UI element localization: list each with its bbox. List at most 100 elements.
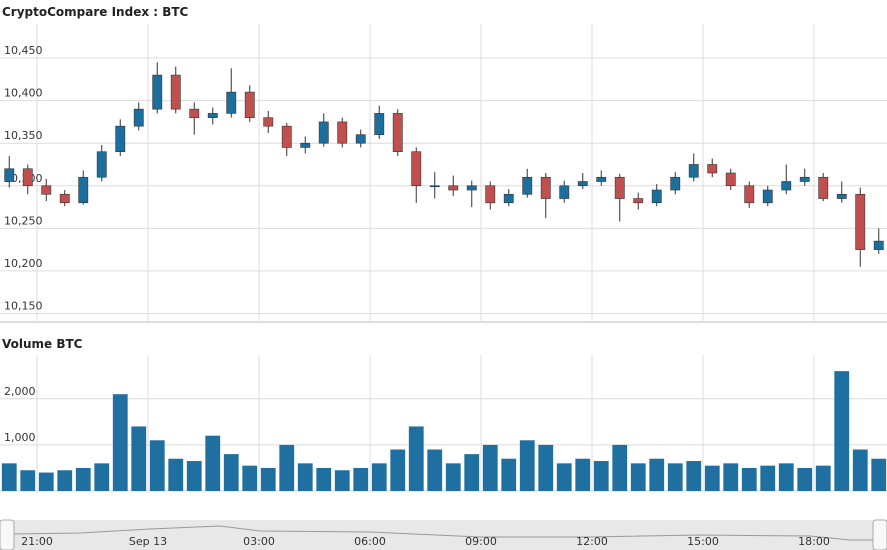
y-tick-label: 10,200 <box>4 257 43 270</box>
candle-body <box>485 185 496 204</box>
candle-body <box>22 168 33 187</box>
volume-bar <box>519 440 535 491</box>
grid <box>0 24 887 492</box>
candle-body <box>818 176 829 199</box>
volume-bar <box>242 465 258 491</box>
candle-body <box>133 108 144 127</box>
candle-body <box>207 113 218 118</box>
volume-bar <box>186 461 202 491</box>
x-tick-label: 03:00 <box>243 535 275 548</box>
volume-bar <box>149 440 165 491</box>
volume-bar <box>649 458 665 491</box>
volume-tick-label: 2,000 <box>4 385 36 398</box>
candle-body <box>688 164 699 178</box>
navigator-handle[interactable] <box>0 519 15 550</box>
volume-bar <box>168 458 184 491</box>
candle-body <box>855 193 866 250</box>
candle-body <box>318 121 329 144</box>
volume-bar <box>445 463 461 491</box>
volume-bar <box>741 467 757 491</box>
volume-bar <box>556 463 572 491</box>
y-tick-label: 10,150 <box>4 299 43 312</box>
volume-bar <box>852 449 868 491</box>
volume-bar <box>667 463 683 491</box>
x-tick-label: 12:00 <box>576 535 608 548</box>
candle-body <box>540 176 551 199</box>
x-tick-label: 06:00 <box>354 535 386 548</box>
volume-bar <box>686 461 702 491</box>
volume-bar <box>20 470 36 491</box>
y-tick-label: 10,400 <box>4 87 43 100</box>
candle-body <box>725 172 736 187</box>
volume-bar <box>334 470 350 491</box>
volume-bar <box>371 463 387 491</box>
candle-body <box>596 176 607 182</box>
volume-bar <box>131 426 147 491</box>
volume-bar <box>704 465 720 491</box>
candle-body <box>4 168 15 182</box>
candle-body <box>651 189 662 204</box>
navigator-line <box>11 525 885 541</box>
y-tick-label: 10,450 <box>4 44 43 57</box>
volume-bar <box>390 449 406 491</box>
volume-bar <box>538 444 554 491</box>
navigator-handle[interactable] <box>872 519 887 550</box>
candle-body <box>189 108 200 118</box>
volume-bar <box>760 465 776 491</box>
volume-bar <box>778 463 794 491</box>
candle-body <box>781 181 792 191</box>
volume-bar <box>223 454 239 491</box>
volume-bar <box>427 449 443 491</box>
x-tick-label: 18:00 <box>798 535 830 548</box>
volume-bar <box>575 458 591 491</box>
candle-body <box>115 125 126 153</box>
volume-bar <box>834 371 850 491</box>
candle-body <box>263 117 274 127</box>
volume-bar <box>205 435 221 491</box>
candle-body <box>300 142 311 148</box>
chart-title: CryptoCompare Index : BTC <box>2 5 189 19</box>
volume-bar <box>38 472 54 491</box>
candle-body <box>448 185 459 191</box>
candle-body <box>374 113 385 135</box>
candle-body <box>614 176 625 199</box>
candle-body <box>707 164 718 174</box>
volume-bar <box>501 458 517 491</box>
candle-body <box>503 193 514 204</box>
candle-body <box>744 185 755 204</box>
volume-bar <box>723 463 739 491</box>
y-tick-label: 10,350 <box>4 129 43 142</box>
x-tick-label: 09:00 <box>465 535 497 548</box>
candle-body <box>466 185 477 191</box>
candle-body <box>337 121 348 144</box>
volume-bar <box>316 467 332 491</box>
candle-body <box>522 176 533 195</box>
volume-bar <box>464 454 480 491</box>
volume-bar <box>260 467 276 491</box>
candle-body <box>355 134 366 144</box>
candle-body <box>41 185 52 195</box>
candle-body <box>170 74 181 110</box>
volume-bar <box>630 463 646 491</box>
volume-bar <box>1 463 17 491</box>
x-tick-label: 21:00 <box>21 535 53 548</box>
candle-body <box>799 176 810 182</box>
volume-bar <box>408 426 424 491</box>
volume-bar <box>279 444 295 491</box>
candle-body <box>873 240 884 250</box>
volume-bar <box>797 467 813 491</box>
candle-body <box>152 74 163 110</box>
candle-body <box>281 125 292 148</box>
candle-body <box>633 198 644 204</box>
volume-bar <box>593 461 609 491</box>
candle-body <box>96 151 107 178</box>
volume-bar <box>612 444 628 491</box>
volume-title: Volume BTC <box>2 337 83 351</box>
candle-body <box>836 193 847 199</box>
volume-bar <box>297 463 313 491</box>
candle-body <box>429 185 440 188</box>
x-tick-label: 15:00 <box>687 535 719 548</box>
candle-body <box>226 91 237 114</box>
volume-bar <box>94 463 110 491</box>
